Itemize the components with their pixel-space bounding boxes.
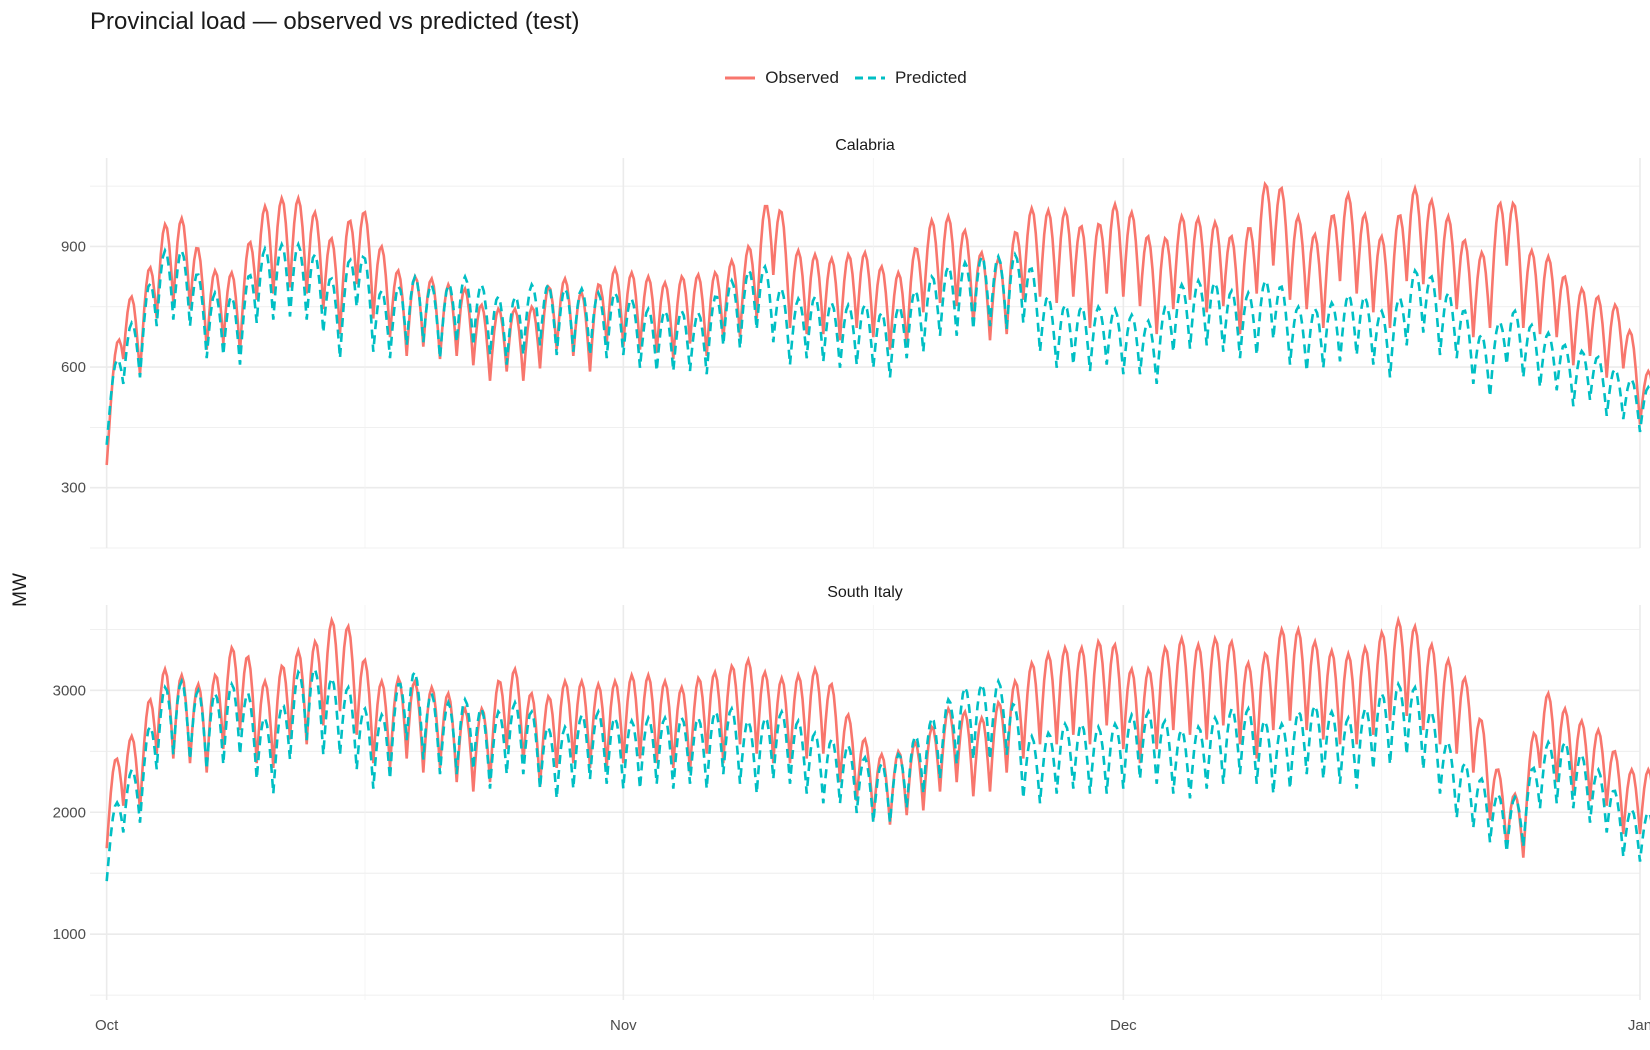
chart-title: Provincial load — observed vs predicted … <box>90 8 580 35</box>
y-tick-label: 300 <box>61 480 86 497</box>
legend-label-predicted: Predicted <box>894 68 967 87</box>
legend-item-observed: Observed <box>723 68 839 88</box>
predicted-line-swatch-icon <box>854 76 885 80</box>
y-tick-label: 2000 <box>53 804 86 821</box>
x-tick-label: Oct <box>95 1017 119 1034</box>
series-line-observed <box>105 615 1650 858</box>
series-line-predicted <box>105 665 1650 882</box>
legend-label-observed: Observed <box>765 68 839 87</box>
x-tick-label: Dec <box>1110 1017 1137 1034</box>
panel-strip-label: Calabria <box>835 137 895 154</box>
panel-south-italy: 1000 2000 3000 South Italy <box>53 584 1650 1000</box>
y-tick-label: 1000 <box>53 926 86 943</box>
x-tick-label: Nov <box>610 1017 637 1034</box>
panel-strip-label: South Italy <box>827 584 903 601</box>
x-tick-label: Jan <box>1628 1017 1650 1034</box>
observed-line-swatch-icon <box>725 76 756 80</box>
y-tick-label: 900 <box>61 238 86 255</box>
legend-item-predicted: Predicted <box>853 68 967 88</box>
y-tick-label: 3000 <box>53 682 86 699</box>
y-axis-title: MW <box>10 573 31 607</box>
chart-panels: 300 600 900 Calabria 1000 2000 3000 South Italy… <box>53 137 1650 1034</box>
panel-calabria: 300 600 900 Calabria <box>61 137 1650 549</box>
series-line-observed <box>105 180 1650 466</box>
y-tick-label: 600 <box>61 359 86 376</box>
series-line-predicted <box>105 240 1650 445</box>
legend: Observed Predicted <box>0 68 1650 92</box>
